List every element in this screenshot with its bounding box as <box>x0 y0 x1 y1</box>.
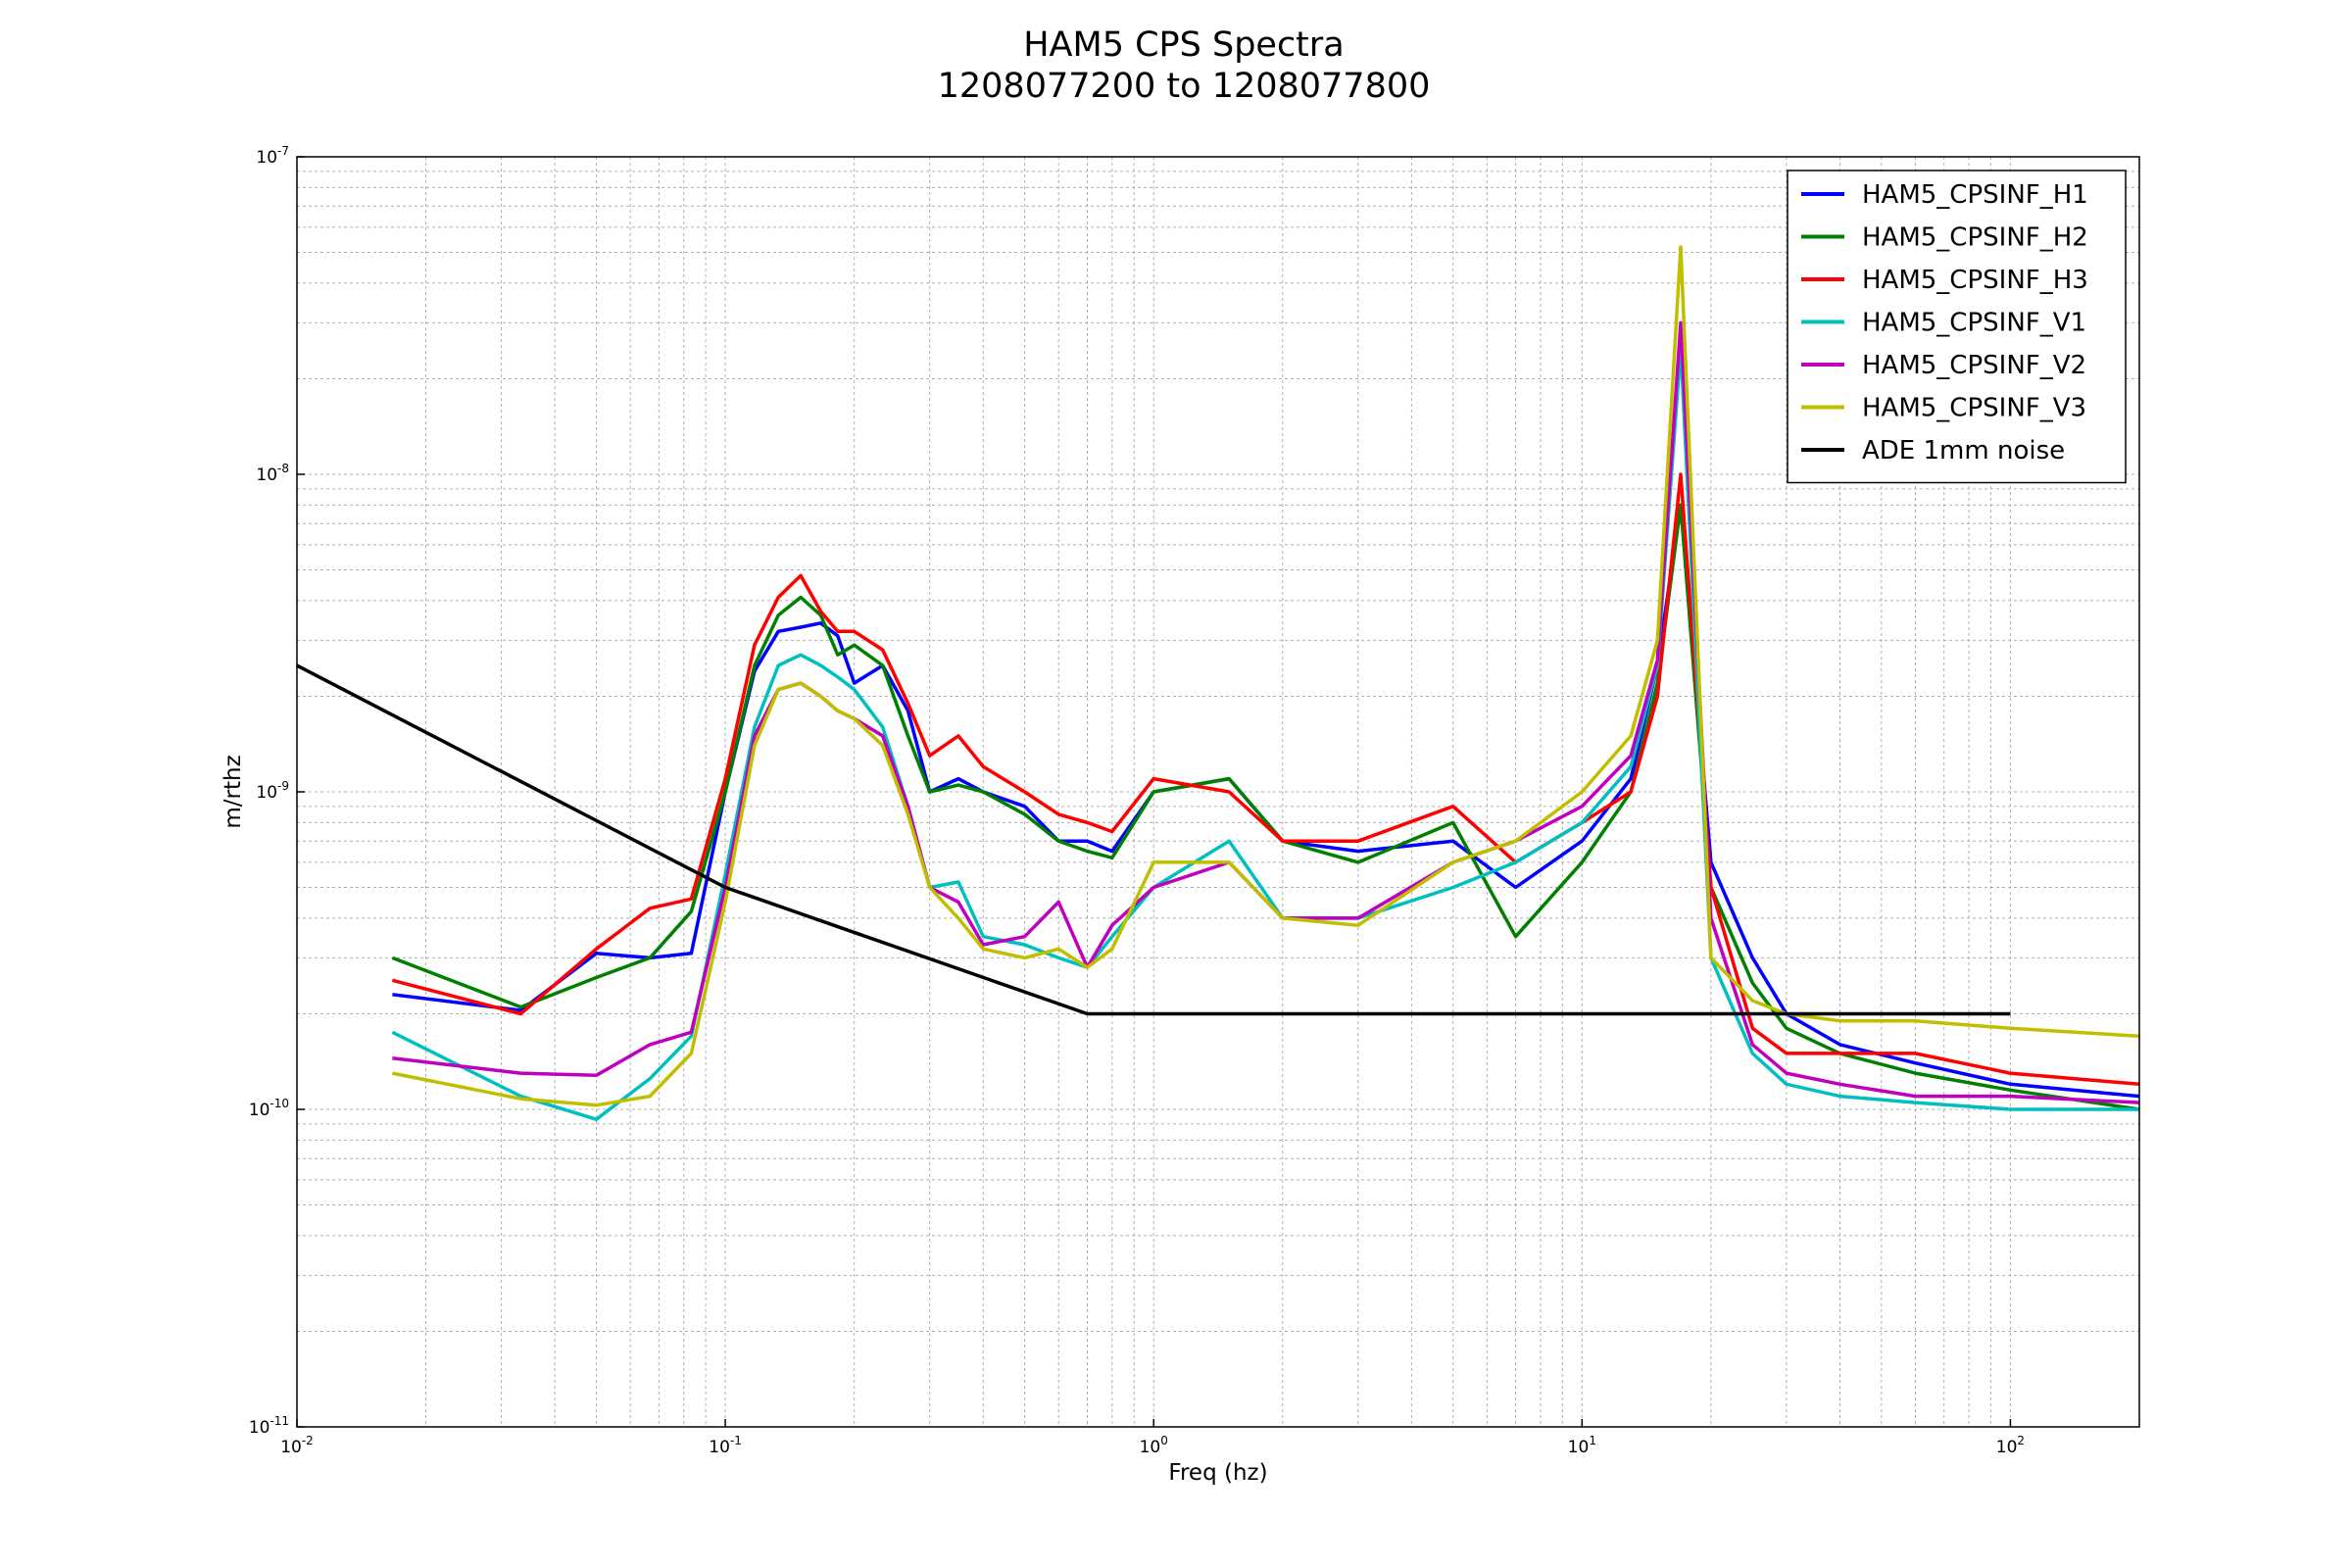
y-tick-label: 10-7 <box>256 144 289 168</box>
legend-label: HAM5_CPSINF_V3 <box>1862 394 2086 423</box>
y-tick-label: 10-9 <box>256 779 289 803</box>
legend: HAM5_CPSINF_H1 HAM5_CPSINF_H2 HAM5_CPSINF_… <box>1787 170 2127 484</box>
chart-subtitle: 1208077200 to 1208077800 <box>938 67 1431 106</box>
series-line-7 <box>296 663 2011 1016</box>
plot-series <box>296 245 2140 1121</box>
x-tick-label: 102 <box>1996 1434 2025 1457</box>
x-tick-label: 10-2 <box>280 1434 314 1457</box>
y-tick-label: 10-11 <box>249 1414 289 1438</box>
chart-title: HAM5 CPS Spectra <box>1023 25 1345 65</box>
legend-label: HAM5_CPSINF_H1 <box>1862 180 2088 210</box>
legend-label: HAM5_CPSINF_H2 <box>1862 223 2088 253</box>
legend-label: ADE 1mm noise <box>1862 436 2065 466</box>
legend-label: HAM5_CPSINF_H3 <box>1862 266 2088 295</box>
x-axis-label: Freq (hz) <box>1168 1460 1267 1486</box>
legend-label: HAM5_CPSINF_V1 <box>1862 309 2086 338</box>
x-tick-label: 101 <box>1568 1434 1596 1457</box>
y-tick-label: 10-8 <box>256 462 289 485</box>
x-tick-label: 100 <box>1140 1434 1168 1457</box>
series-line-6 <box>392 245 2140 1107</box>
y-axis-label: m/rthz <box>220 755 246 828</box>
legend-box <box>1787 170 2127 484</box>
axis-ticks: 10-2 10-1 100 101 102 10-11 10-10 10-9 10-8 10-7 <box>249 144 2025 1457</box>
legend-label: HAM5_CPSINF_V2 <box>1862 351 2086 380</box>
y-tick-label: 10-10 <box>249 1097 289 1120</box>
x-tick-label: 10-1 <box>709 1434 742 1457</box>
